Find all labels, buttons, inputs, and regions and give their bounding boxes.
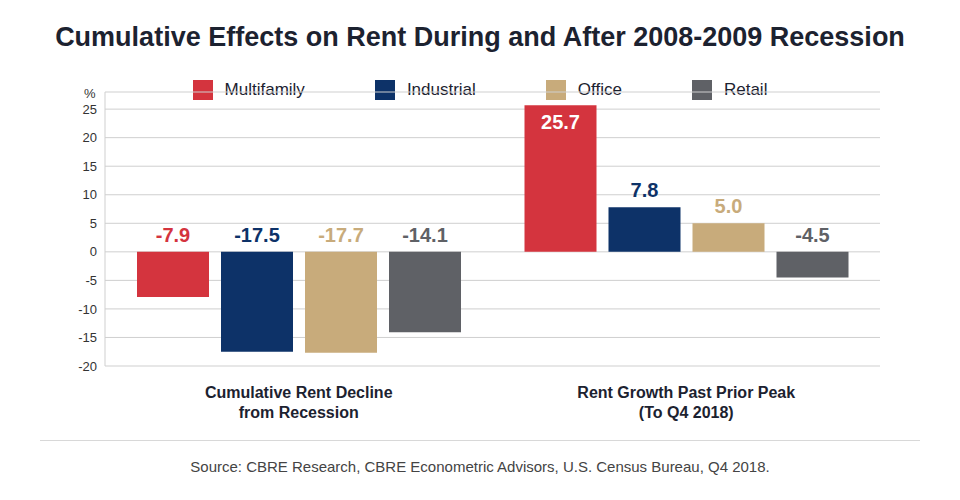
html-text:Source: CBRE Research, CBRE Ec: Source: CBRE Research, CBRE Econometric …	[190, 458, 770, 475]
svg-text:5.0: 5.0	[715, 195, 743, 217]
svg-text:15: 15	[83, 159, 97, 174]
svg-text:Rent Growth Past Prior Peak(To: Rent Growth Past Prior Peak(To Q4 2018)	[577, 384, 795, 421]
svg-text:25.7: 25.7	[541, 111, 580, 133]
html-text:Cumulative Effects on Rent Dur: Cumulative Effects on Rent During and Af…	[55, 22, 905, 52]
svg-text:0: 0	[90, 244, 97, 259]
html-text:Office: Office	[577, 80, 622, 99]
html-text:Industrial: Industrial	[406, 80, 476, 99]
svg-text:-4.5: -4.5	[795, 224, 829, 246]
svg-text:-15: -15	[78, 330, 97, 345]
svg-text:10: 10	[83, 187, 97, 202]
svg-text:7.8: 7.8	[631, 179, 659, 201]
html-text:Multifamily: Multifamily	[224, 80, 305, 99]
svg-text:-10: -10	[78, 302, 97, 317]
svg-text:-17.7: -17.7	[318, 224, 364, 246]
svg-text:20: 20	[83, 130, 97, 145]
svg-text:-7.9: -7.9	[156, 224, 190, 246]
svg-text:-20: -20	[78, 359, 97, 374]
svg-text:-17.5: -17.5	[234, 224, 280, 246]
svg-text:-5: -5	[85, 273, 97, 288]
svg-text:25: 25	[83, 102, 97, 117]
svg-text:Cumulative Rent Declinefrom Re: Cumulative Rent Declinefrom Recession	[205, 384, 393, 421]
html-text:Retail: Retail	[724, 80, 768, 99]
svg-text:5: 5	[90, 216, 97, 231]
svg-text:-14.1: -14.1	[402, 224, 448, 246]
